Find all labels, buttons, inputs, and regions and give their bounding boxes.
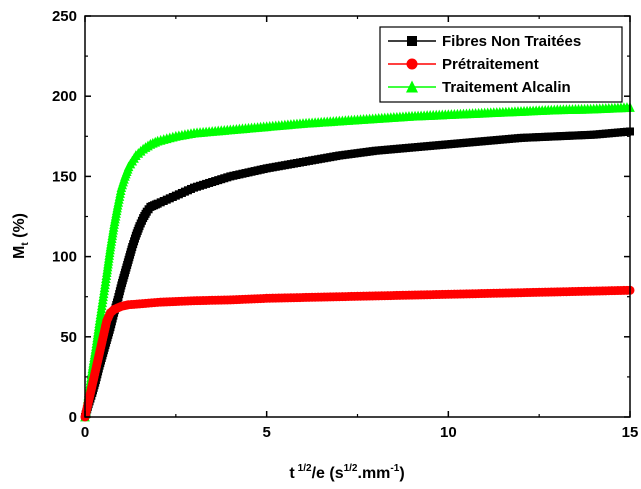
x-tick-label: 15: [622, 424, 639, 441]
y-tick-label: 100: [52, 249, 77, 266]
series-line: [84, 130, 631, 418]
y-tick-label: 200: [52, 88, 77, 105]
plot-marks: [80, 102, 635, 422]
legend-label: Traitement Alcalin: [442, 79, 571, 96]
legend-label: Fibres Non Traitées: [442, 33, 581, 50]
y-tick-label: 50: [60, 329, 77, 346]
x-tick-label: 10: [440, 424, 457, 441]
series-line: [84, 289, 631, 418]
x-tick-label: 0: [81, 424, 89, 441]
legend-marker: [407, 36, 417, 46]
legend: Fibres Non Traitées Prétraitement Traiteme…: [379, 26, 623, 103]
legend-item: Fibres Non Traitées: [388, 33, 581, 50]
y-tick-label: 150: [52, 168, 77, 185]
series-triangle: [80, 102, 635, 422]
y-tick-label: 0: [69, 409, 77, 426]
legend-item: Prétraitement: [388, 56, 539, 73]
legend-marker: [406, 58, 418, 70]
legend-label: Prétraitement: [442, 56, 539, 73]
x-tick-label: 5: [262, 424, 270, 441]
y-tick-label: 250: [52, 8, 77, 25]
x-axis-title: t 1/2/e (s1/2.mm-1): [289, 463, 404, 482]
legend-item: Traitement Alcalin: [388, 79, 571, 96]
legend-marker: [406, 80, 418, 93]
y-axis-title: Mt (%): [11, 213, 31, 259]
series-circle: [80, 285, 635, 422]
series-square: [81, 127, 634, 421]
